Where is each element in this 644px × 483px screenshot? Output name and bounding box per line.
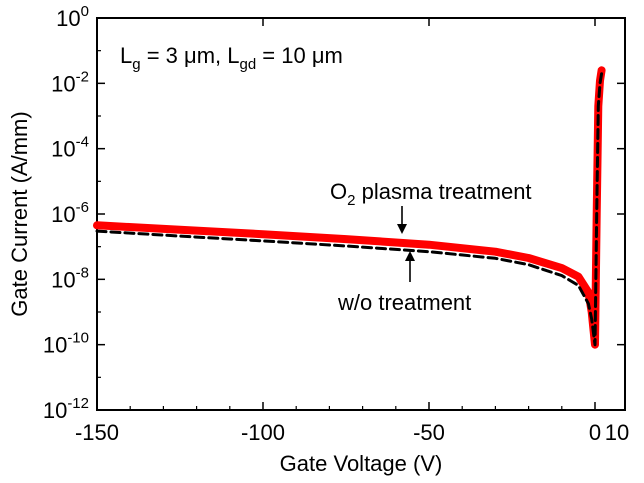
o2-label-subscript: 2 — [347, 192, 355, 209]
x-tick-label-3: 0 — [589, 420, 601, 445]
y-tick-base: 10 — [43, 398, 67, 423]
y-tick-label-6: 10-12 — [43, 395, 89, 423]
y-tick-base: 10 — [51, 71, 75, 96]
axis-ticks — [97, 18, 625, 410]
x-tick-label-2: -50 — [413, 420, 445, 445]
x-tick-labels: -150 -100 -50 0 10 — [75, 420, 629, 445]
y-tick-exponent: -4 — [76, 134, 89, 151]
wo-treatment-label: w/o treatment — [337, 290, 471, 315]
y-tick-exponent: -6 — [76, 199, 89, 216]
y-tick-exponent: -2 — [76, 68, 89, 85]
y-tick-exponent: 0 — [81, 3, 89, 20]
y-tick-base: 10 — [51, 267, 75, 292]
o2-arrow — [397, 206, 407, 234]
x-axis-title: Gate Voltage (V) — [280, 451, 443, 476]
lg-subscript: g — [132, 56, 140, 73]
y-tick-label-0: 100 — [56, 3, 89, 31]
series-group — [93, 66, 606, 349]
y-tick-base: 10 — [43, 333, 67, 358]
wo-arrow — [405, 251, 415, 282]
plot-frame — [96, 17, 626, 411]
x-tick-label-1: -100 — [241, 420, 285, 445]
y-tick-exponent: -12 — [67, 395, 89, 412]
y-tick-base: 10 — [51, 137, 75, 162]
y-axis-title: Gate Current (A/mm) — [7, 111, 32, 316]
y-tick-label-1: 10-2 — [51, 68, 89, 96]
y-tick-base: 10 — [56, 6, 80, 31]
o2-plasma-label: O2 plasma treatment — [330, 179, 532, 209]
y-tick-base: 10 — [51, 202, 75, 227]
lg-symbol: L — [120, 43, 132, 68]
lg-value: = 3 μm, L — [141, 43, 240, 68]
series-line-1 — [95, 72, 604, 347]
o2-label-text: plasma treatment — [355, 179, 531, 204]
y-tick-exponent: -10 — [67, 330, 89, 347]
y-tick-label-2: 10-4 — [51, 134, 89, 162]
lgd-value: = 10 μm — [256, 43, 343, 68]
y-tick-exponent: -8 — [76, 264, 89, 281]
y-tick-label-4: 10-8 — [51, 264, 89, 292]
device-params-annotation: Lg = 3 μm, Lgd = 10 μm — [120, 43, 343, 73]
o2-label-o: O — [330, 179, 347, 204]
y-tick-label-3: 10-6 — [51, 199, 89, 227]
lgd-subscript: gd — [239, 56, 256, 73]
y-tick-label-5: 10-10 — [43, 330, 89, 358]
x-tick-label-4: 10 — [605, 420, 629, 445]
x-tick-label-0: -150 — [75, 420, 119, 445]
